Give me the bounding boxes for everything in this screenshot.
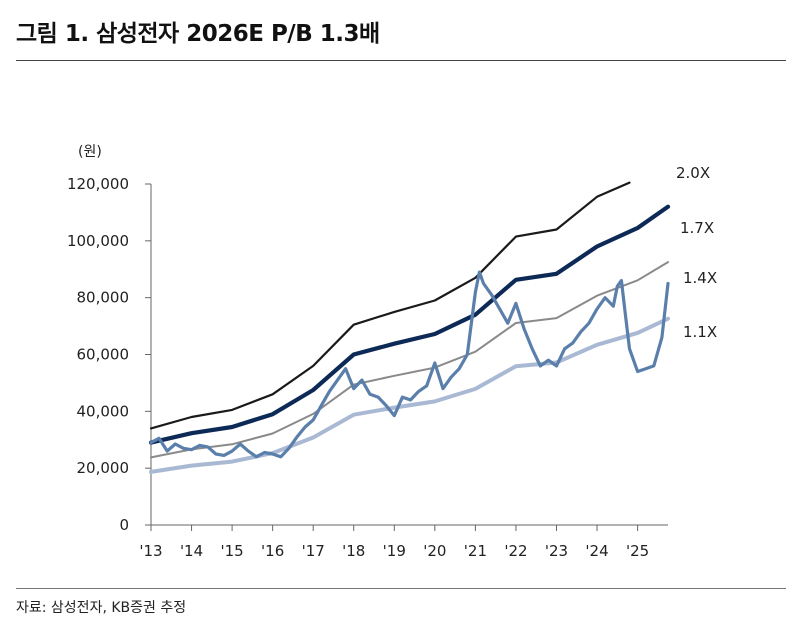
series-label-1-4x: 1.4X [683,269,717,287]
series-line-1-4x [150,261,669,459]
series-line-1-7x [148,204,671,445]
y-tick-label: 40,000 [77,402,130,420]
x-tick-label: '19 [383,542,406,560]
y-tick-label: 100,000 [67,232,129,250]
title-divider [16,60,786,61]
y-tick-label: 80,000 [77,289,130,307]
x-tick-label: '23 [545,542,568,560]
x-tick-label: '13 [139,542,162,560]
x-tick-label: '21 [464,542,487,560]
y-tick-label: 20,000 [77,459,130,477]
x-tick-label: '16 [261,542,284,560]
series-line-2-0x [149,181,631,430]
chart-series-labels: 2.0X 1.7X 1.4X 1.1X [676,164,717,341]
chart-title: 그림 1. 삼성전자 2026E P/B 1.3배 [16,21,380,47]
source-divider [16,588,786,589]
series-label-1-1x: 1.1X [683,323,717,341]
x-tick-label: '18 [342,542,365,560]
x-tick-label: '24 [585,542,608,560]
series-label-2-0x: 2.0X [676,164,710,182]
y-tick-label: 60,000 [77,346,130,364]
x-tick-label: '20 [423,542,446,560]
y-tick-label: 120,000 [67,175,129,193]
x-tick-label: '17 [302,542,325,560]
x-tick-label: '15 [220,542,243,560]
y-unit-label: (원) [78,144,102,160]
series-line-주가 [149,270,670,459]
series-label-1-7x: 1.7X [680,219,714,237]
series-line-1-1x [149,316,670,474]
x-tick-label: '14 [180,542,203,560]
y-tick-label: 0 [119,516,129,534]
x-tick-label: '22 [504,542,527,560]
chart-series [148,181,671,474]
chart-axes: (원) 0 20,000 40,000 60,000 80,000 100,000 120,0… [67,144,668,560]
x-tick-label: '25 [626,542,649,560]
source-note: 자료: 삼성전자, KB증권 추정 [16,600,187,616]
